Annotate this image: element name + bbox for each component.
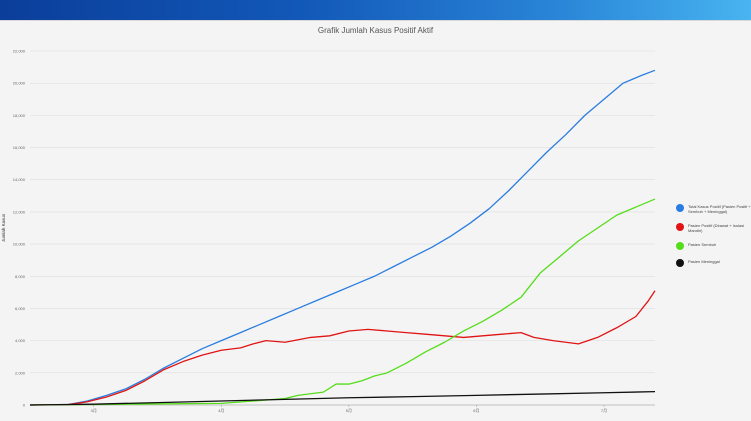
legend-label: Pasien Positif (Dirawat + Isolasi Mandir… (688, 223, 745, 233)
y-tick-label: 18,000 (13, 113, 26, 118)
legend: Total Kasus Positif (Pasien Positif + Se… (676, 204, 751, 276)
series-active-positive (29, 290, 656, 406)
y-tick-label: 8,000 (15, 274, 26, 279)
chart-title: Grafik Jumlah Kasus Positif Aktif (317, 26, 434, 35)
y-tick-labels: 0 2,000 4,000 6,000 8,000 10,000 12,000 14,000 1… (13, 49, 26, 408)
y-tick-label: 0 (23, 403, 26, 408)
x-tick-label: 7月 (601, 408, 607, 413)
legend-item[interactable]: Pasien Sembuh (676, 242, 751, 250)
legend-swatch (676, 204, 684, 212)
legend-swatch (676, 259, 684, 267)
legend-item[interactable]: Total Kasus Positif (Pasien Positif + Se… (676, 204, 751, 214)
x-tick-label: 5月 (346, 408, 352, 413)
x-tick-label: 3月 (91, 408, 97, 413)
y-tick-label: 22,000 (13, 49, 26, 54)
y-tick-label: 4,000 (15, 338, 26, 343)
y-tick-label: 12,000 (13, 209, 26, 214)
legend-swatch (676, 223, 684, 231)
chart-panel (0, 20, 751, 421)
y-tick-label: 6,000 (15, 306, 26, 311)
x-tick-labels: 3月 4月 5月 6月 7月 (91, 405, 607, 413)
series-recovered (29, 198, 656, 406)
legend-item[interactable]: Pasien Meninggal (676, 259, 751, 267)
legend-label: Pasien Meninggal (688, 259, 720, 264)
y-tick-label: 16,000 (13, 145, 26, 150)
series-lines (29, 69, 656, 406)
legend-label: Total Kasus Positif (Pasien Positif + Se… (688, 204, 751, 214)
y-axis-label: Jumlah Kasus (1, 213, 6, 242)
legend-label: Pasien Sembuh (688, 242, 717, 247)
y-tick-label: 2,000 (15, 370, 26, 375)
x-tick-label: 4月 (218, 408, 224, 413)
legend-item[interactable]: Pasien Positif (Dirawat + Isolasi Mandir… (676, 223, 751, 233)
legend-swatch (676, 242, 684, 250)
series-total-positive (29, 69, 656, 406)
y-tick-label: 14,000 (13, 177, 26, 182)
y-tick-label: 10,000 (13, 242, 26, 247)
y-tick-label: 20,000 (13, 81, 26, 86)
series-deceased (29, 390, 656, 406)
grid-lines (30, 50, 655, 406)
window-title-bar (0, 0, 751, 20)
x-tick-label: 6月 (473, 408, 479, 413)
